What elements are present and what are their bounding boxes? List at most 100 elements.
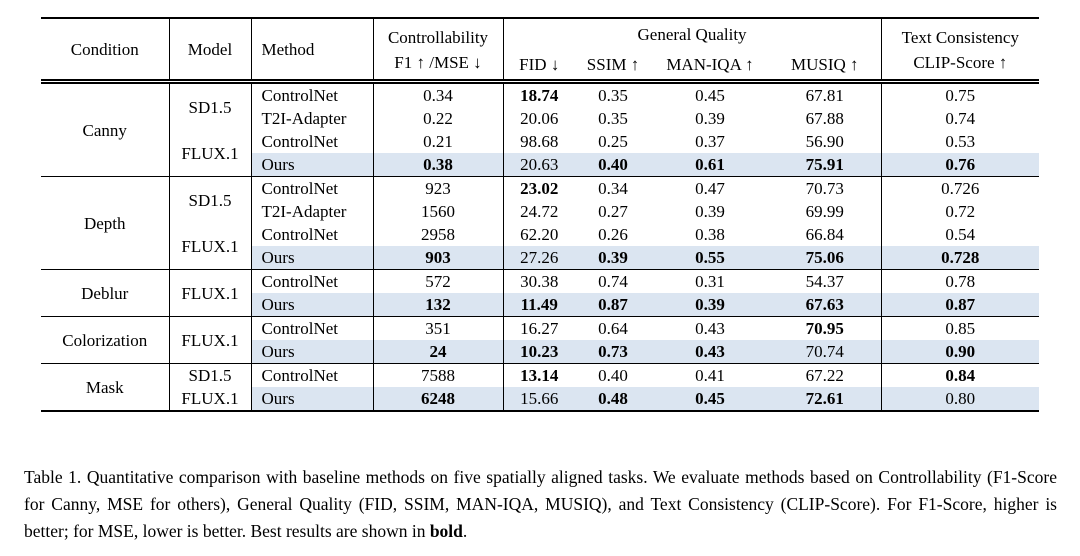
value-cell: 0.39: [651, 293, 769, 317]
value-cell: 0.31: [651, 269, 769, 293]
table-row: Depth SD1.5 ControlNet 923 23.02 0.34 0.47 70.7…: [41, 176, 1040, 270]
model-cell: SD1.5: [169, 363, 252, 387]
method-cell: ControlNet: [251, 81, 374, 107]
table-row: Ours 903 27.26 0.39 0.55 75.06 0.728: [41, 246, 1040, 270]
value-cell: 0.75: [881, 81, 1040, 107]
value-cell: 0.37: [695, 132, 725, 151]
section-mask: Mask SD1.5 ControlNet 7588 13.14 0.40 0.41 67.2…: [41, 363, 1040, 411]
table-row: T2I-Adapter 1560 24.72 0.27 0.39 69.99 0.72: [41, 200, 1039, 223]
method-cell: T2I-Adapter: [251, 107, 374, 130]
value-cell: 0.45: [651, 387, 769, 411]
value-cell: 56.90: [769, 130, 882, 153]
value-cell: 0.25: [598, 132, 628, 151]
value-cell: 0.43: [651, 340, 769, 364]
value-cell: 23.02: [503, 176, 575, 200]
method-cell: ControlNet: [251, 316, 374, 340]
method-cell: Ours: [251, 246, 374, 270]
table-row: FLUX.1 ControlNet 2958 62.20 0.26 0.38 66.84 0.…: [41, 223, 1039, 270]
value-cell: 1560: [373, 200, 504, 223]
value-cell: 67.63: [769, 293, 882, 317]
table-container: Condition Model Method Controllability F…: [41, 17, 1040, 412]
col-header-fid: FID ↓: [503, 49, 575, 84]
col-header-general-quality: General Quality: [503, 18, 882, 49]
model-cell: FLUX.1: [169, 130, 252, 177]
value-cell: 0.39: [695, 202, 725, 221]
caption-period: .: [462, 521, 468, 541]
value-cell: 0.74: [945, 109, 976, 128]
value-cell: 72.61: [769, 387, 882, 411]
value-cell: 10.23: [503, 340, 575, 364]
value-cell: 27.26: [503, 246, 575, 270]
model-cell: FLUX.1: [169, 223, 252, 270]
value-cell: 0.39: [575, 246, 651, 270]
value-cell: 0.90: [881, 340, 1040, 364]
section-deblur: Deblur FLUX.1 ControlNet 572 30.38 0.74 0.31 54…: [41, 269, 1040, 317]
value-cell: 69.99: [769, 200, 882, 223]
value-cell: 0.26: [598, 225, 628, 244]
model-cell: SD1.5: [169, 81, 252, 130]
value-cell: 75.91: [769, 153, 882, 177]
model-cell: FLUX.1: [169, 269, 252, 317]
table-row: Mask SD1.5 ControlNet 7588 13.14 0.40 0.41 67.2…: [41, 363, 1040, 411]
value-cell: 0.22: [373, 107, 504, 130]
value-cell: 0.39: [695, 109, 725, 128]
value-cell: 2958: [373, 223, 504, 246]
value-cell: 923: [373, 176, 504, 200]
value-cell: 20.06: [520, 109, 559, 128]
value-cell: 0.84: [881, 363, 1040, 387]
value-cell: 13.14: [503, 363, 575, 387]
value-cell: 0.64: [575, 316, 651, 340]
value-cell: 7588: [373, 363, 504, 387]
col-header-ssim: SSIM ↑: [575, 49, 651, 84]
table-header: Condition Model Method Controllability F…: [41, 18, 1040, 84]
value-cell: 0.87: [575, 293, 651, 317]
table-row: Canny SD1.5 ControlNet 0.34 18.74 0.35 0.45 67.…: [41, 81, 1040, 177]
value-cell: 67.88: [769, 107, 882, 130]
section-canny: Canny SD1.5 ControlNet 0.34 18.74 0.35 0.45 67.…: [41, 81, 1040, 177]
caption-text: Table 1. Quantitative comparison with ba…: [24, 467, 1057, 541]
value-cell: 903: [373, 246, 504, 270]
col-header-musiq: MUSIQ ↑: [769, 49, 882, 84]
value-cell: 18.74: [503, 81, 575, 107]
col-header-condition: Condition: [41, 18, 170, 84]
condition-cell: Canny: [41, 81, 170, 177]
value-cell: 11.49: [503, 293, 575, 317]
col-header-method: Method: [251, 18, 374, 84]
table-caption: Table 1. Quantitative comparison with ba…: [24, 464, 1057, 545]
col-header-man-iqa: MAN-IQA ↑: [651, 49, 769, 84]
value-cell: 0.34: [373, 81, 504, 107]
value-cell: 62.20: [520, 225, 559, 244]
value-cell: 0.728: [881, 246, 1040, 270]
value-cell: 0.726: [881, 176, 1040, 200]
table-row: FLUX.1 Ours 6248 15.66 0.48 0.45 72.61 0.80: [41, 387, 1040, 411]
value-cell: 0.43: [651, 316, 769, 340]
value-cell: 67.81: [769, 81, 882, 107]
table-row: Ours 24 10.23 0.73 0.43 70.74 0.90: [41, 340, 1040, 364]
table-row: Colorization FLUX.1 ControlNet 351 16.27 0.64…: [41, 316, 1040, 364]
condition-cell: Deblur: [41, 269, 170, 317]
value-cell: 572: [373, 269, 504, 293]
controllability-metric-label: F1 ↑ /MSE ↓: [394, 52, 482, 72]
value-cell: 351: [373, 316, 504, 340]
value-cell: 132: [373, 293, 504, 317]
value-cell: 98.68: [520, 132, 559, 151]
col-header-controllability: Controllability F1 ↑ /MSE ↓: [373, 18, 504, 84]
caption-bold-word: bold: [429, 521, 463, 541]
value-cell: 0.21: [373, 130, 504, 153]
value-cell: 0.74: [575, 269, 651, 293]
results-table: Condition Model Method Controllability F…: [41, 17, 1040, 412]
value-cell: 0.73: [575, 340, 651, 364]
value-cell: 0.40: [575, 363, 651, 387]
method-cell: ControlNet: [251, 363, 374, 387]
value-cell: 0.87: [881, 293, 1040, 317]
condition-cell: Mask: [41, 363, 170, 411]
method-cell: ControlNet: [251, 223, 374, 246]
value-cell: 30.38: [503, 269, 575, 293]
value-cell: 0.48: [575, 387, 651, 411]
value-cell: 66.84: [769, 223, 882, 246]
value-cell: 0.27: [598, 202, 628, 221]
value-cell: 0.54: [945, 225, 976, 244]
value-cell: 0.53: [945, 132, 976, 151]
col-header-model: Model: [169, 18, 252, 84]
